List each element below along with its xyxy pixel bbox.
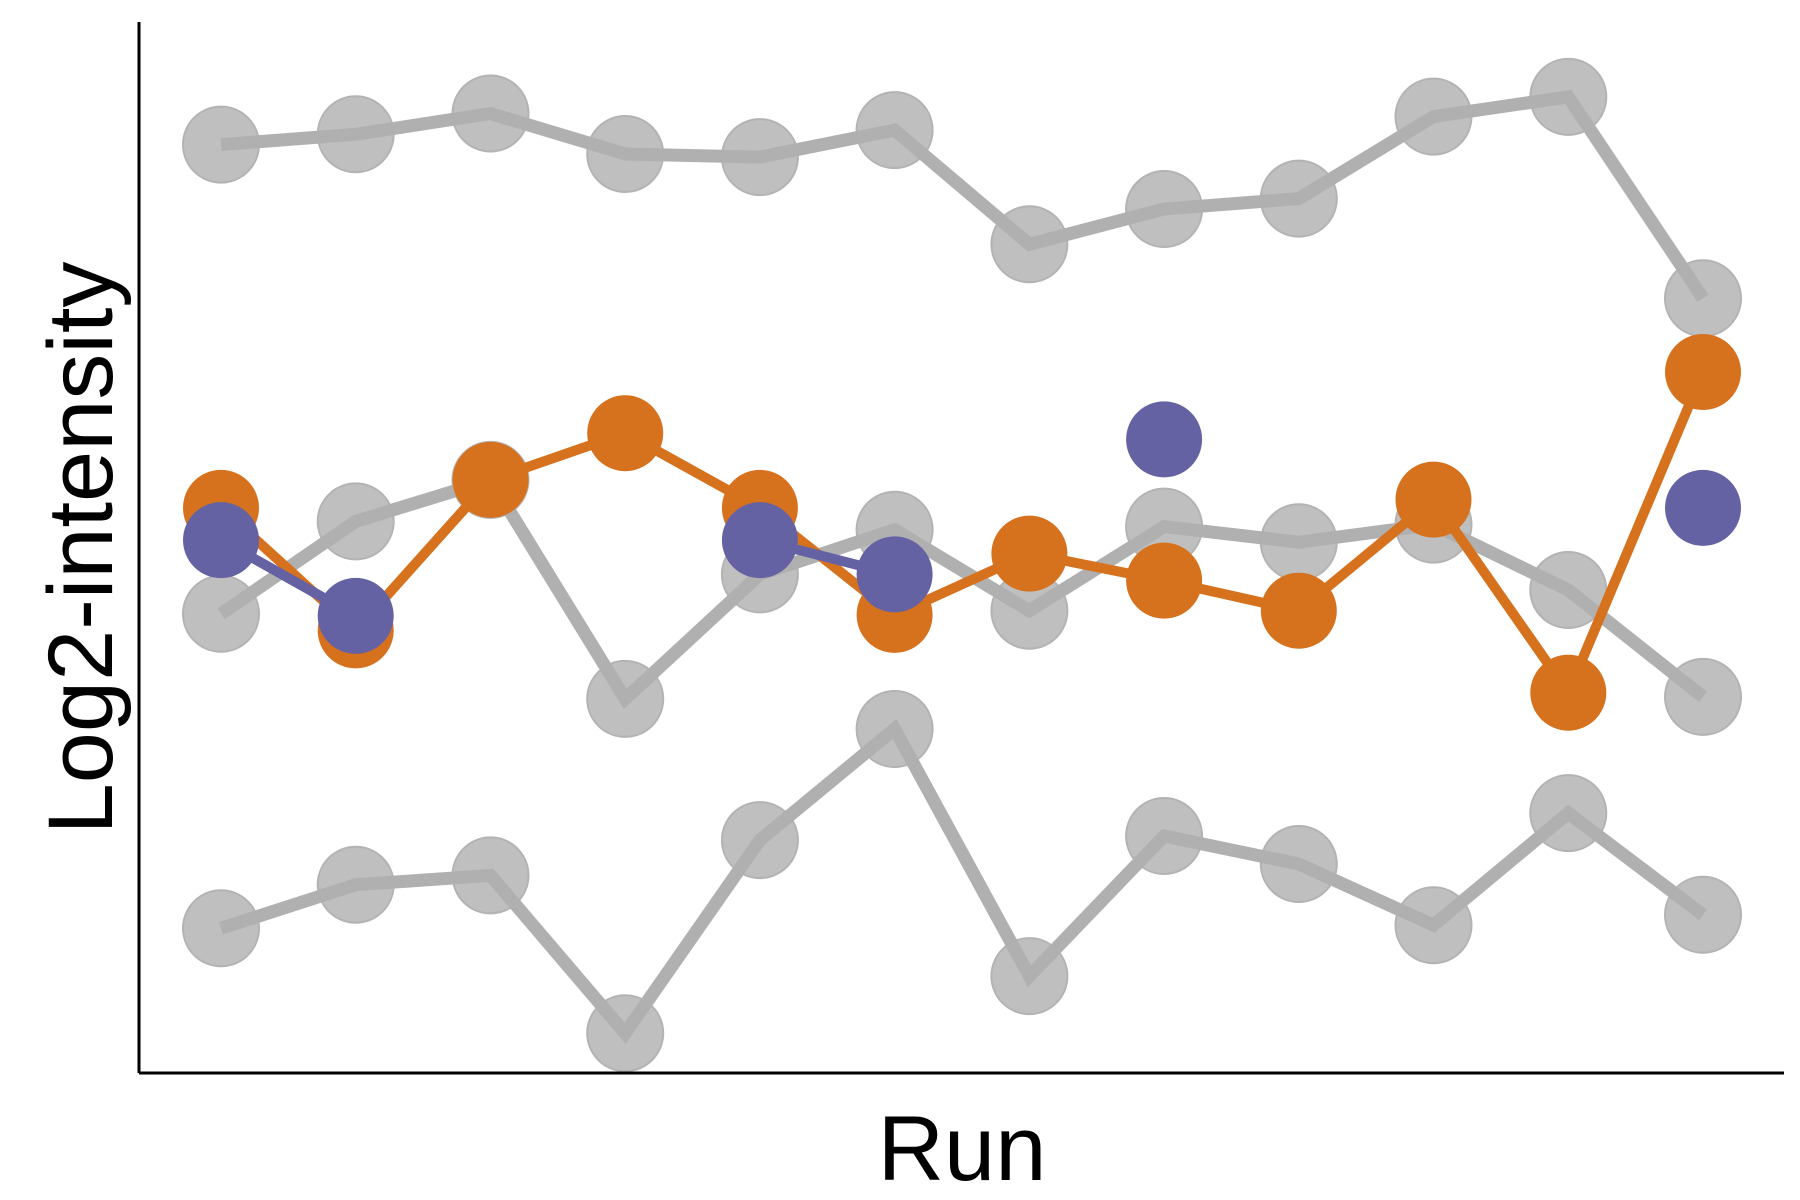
plot-area bbox=[182, 57, 1742, 1073]
data-point-purple-4-2 bbox=[317, 577, 394, 654]
data-point-purple-4-5 bbox=[721, 502, 798, 579]
data-point-orange-3-7 bbox=[991, 515, 1068, 592]
data-point-orange-3-8 bbox=[1126, 542, 1203, 619]
series-line-orange-3-0 bbox=[217, 370, 1708, 704]
series-orange-3 bbox=[183, 334, 1741, 731]
data-point-orange-3-10 bbox=[1395, 461, 1472, 538]
data-point-orange-3-4 bbox=[587, 395, 664, 472]
data-point-orange-3-3 bbox=[452, 441, 529, 518]
data-point-orange-3-11 bbox=[1530, 654, 1607, 731]
series-gray-0 bbox=[182, 57, 1742, 338]
data-point-purple-4-6 bbox=[856, 536, 933, 613]
data-point-orange-3-9 bbox=[1260, 572, 1337, 649]
series-purple-4 bbox=[183, 401, 1741, 654]
y-axis-label: Log2-intensity bbox=[30, 262, 132, 835]
data-point-purple-4-8 bbox=[1126, 401, 1203, 478]
series-gray-2 bbox=[182, 690, 1742, 1073]
data-point-orange-3-12 bbox=[1665, 334, 1741, 410]
data-point-purple-4-12 bbox=[1665, 469, 1741, 546]
x-axis-label: Run bbox=[878, 1098, 1047, 1200]
series-line-gray-0-0 bbox=[220, 89, 1709, 302]
data-point-purple-4-1 bbox=[183, 502, 259, 579]
series-line-gray-2-0 bbox=[218, 718, 1707, 1044]
